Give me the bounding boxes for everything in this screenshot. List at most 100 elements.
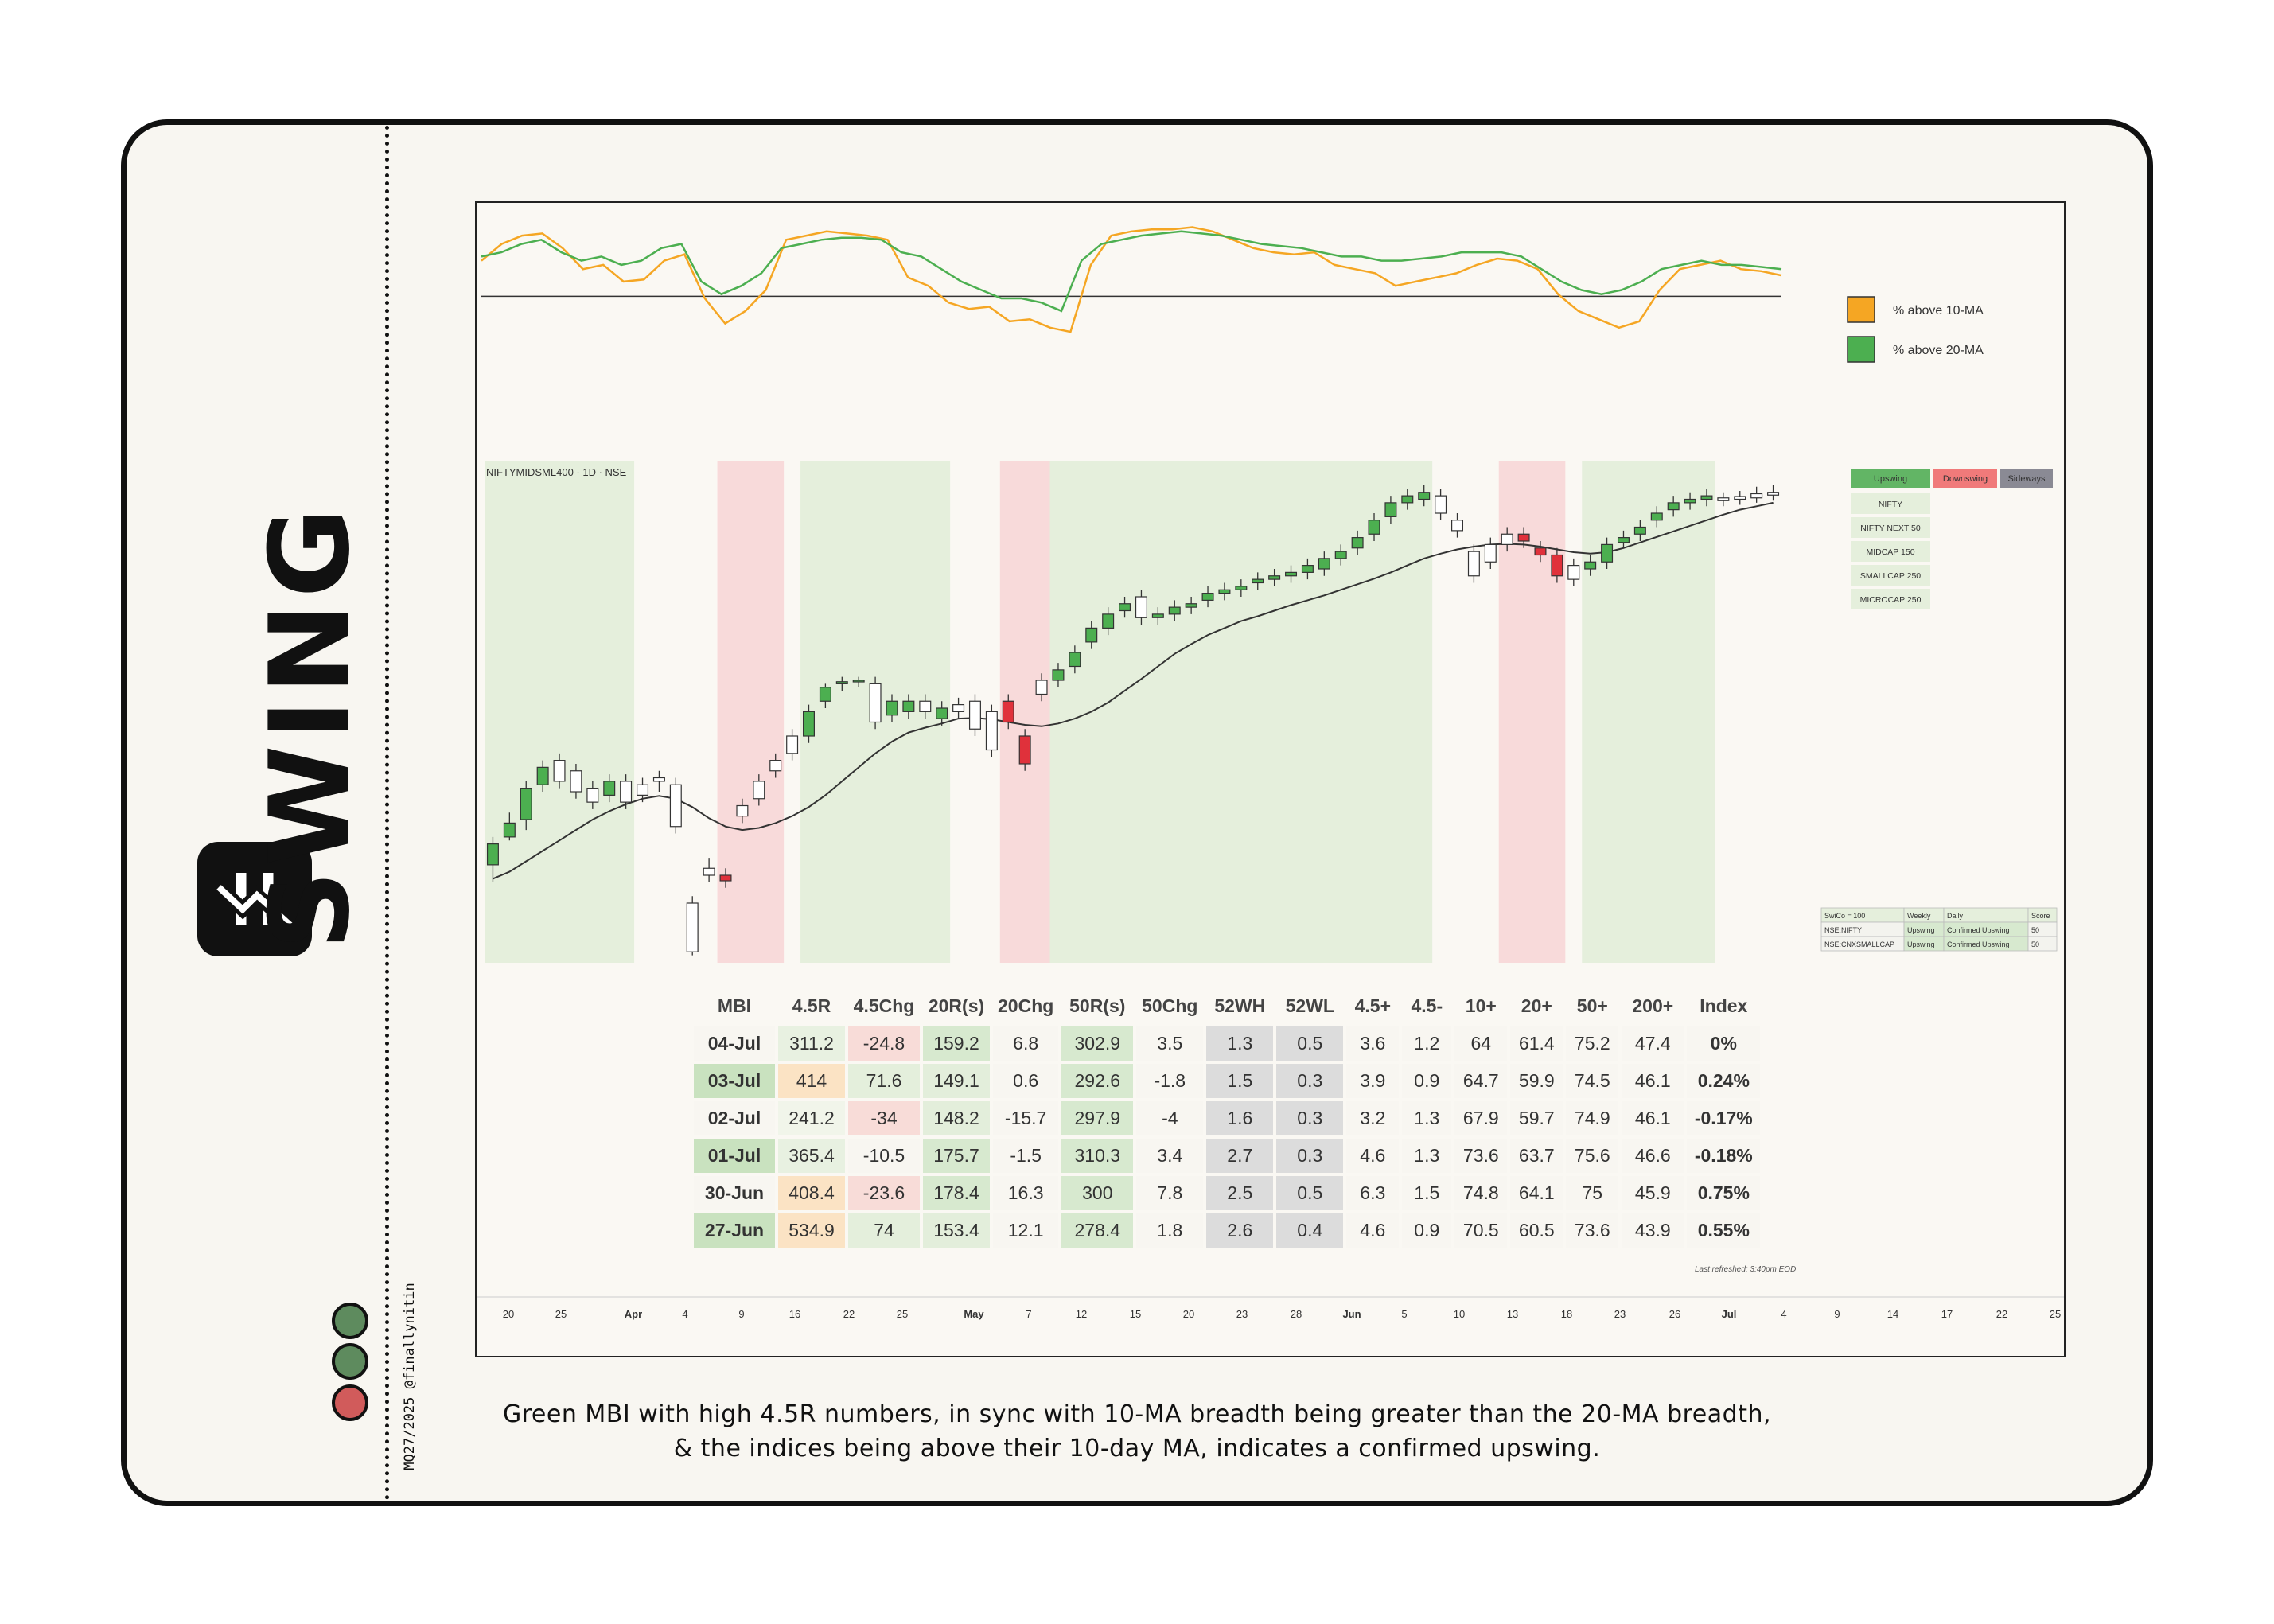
mbi-cell: 278.4 [1061, 1213, 1134, 1248]
mbi-cell: 300 [1061, 1176, 1134, 1210]
breadth-series-line [481, 226, 1782, 333]
candle-body [1650, 512, 1663, 521]
score-cell-text: Score [2031, 912, 2050, 920]
mbi-cell: 2.6 [1206, 1213, 1274, 1248]
x-tick-label: 9 [1834, 1308, 1840, 1320]
candle-body [1717, 497, 1730, 501]
mbi-cell: 414 [778, 1064, 845, 1098]
candle-body [620, 781, 633, 803]
candle-body [1318, 558, 1330, 570]
x-tick-label: Jul [1722, 1308, 1737, 1320]
mbi-header-cell: Index [1700, 995, 1748, 1016]
candle-body [936, 707, 948, 719]
candle-body [536, 766, 549, 785]
candle [1650, 506, 1663, 528]
x-tick-label: 25 [555, 1308, 567, 1320]
mbi-cell: -24.8 [848, 1026, 920, 1061]
mbi-cell: 60.5 [1510, 1213, 1563, 1248]
ma10-line [493, 501, 1774, 880]
caption-line-2: & the indices being above their 10-day M… [673, 1435, 1601, 1462]
mbi-cell: 2.7 [1206, 1139, 1274, 1173]
trend-band-upswing [485, 461, 635, 963]
mbi-cell: 4.6 [1346, 1213, 1400, 1248]
candle [1418, 485, 1431, 507]
candle-body [1418, 492, 1431, 500]
candle [520, 781, 532, 831]
candle [1734, 491, 1746, 505]
mbi-header-cell: 10+ [1465, 995, 1497, 1016]
mbi-cell: 0.75% [1687, 1176, 1761, 1210]
legend-label: % above 20-MA [1893, 344, 1984, 357]
state-badge-upswing [1851, 469, 1930, 488]
mbi-cell: 0.6 [993, 1064, 1059, 1098]
candle-body [703, 867, 715, 876]
mbi-cell: 534.9 [778, 1213, 845, 1248]
mbi-cell: 3.5 [1136, 1026, 1204, 1061]
candle [1501, 527, 1513, 552]
mbi-header-cell: 4.5- [1411, 995, 1443, 1016]
index-badge [1851, 493, 1930, 514]
x-tick-label: 23 [1614, 1308, 1626, 1320]
mbi-cell: 64.1 [1510, 1176, 1563, 1210]
trend-band-upswing [1582, 461, 1715, 963]
mbi-cell: 0.3 [1276, 1101, 1344, 1135]
mbi-row: 04-Jul 311.2 -24.8 159.2 6.8 302.9 3.5 1.3 0.5 3.… [694, 1026, 1761, 1061]
candle-body [1069, 652, 1081, 668]
mbi-header-cell: 20R(s) [928, 995, 985, 1016]
mbi-cell: 1.5 [1402, 1176, 1452, 1210]
mbi-header-cell: 4.5+ [1354, 995, 1391, 1016]
candle [902, 694, 915, 719]
legend-label: % above 10-MA [1893, 304, 1984, 317]
score-cell-text: 50 [2031, 941, 2039, 948]
index-badge-label: MICROCAP 250 [1860, 595, 1922, 605]
candle [1401, 489, 1414, 510]
mbi-cell: 1.3 [1402, 1101, 1452, 1135]
candle [1285, 565, 1298, 583]
candle [736, 798, 749, 824]
candle-body [1700, 495, 1713, 500]
x-tick-label: Apr [625, 1308, 642, 1320]
mbi-cell: 0.4 [1276, 1213, 1344, 1248]
candle-body [1185, 603, 1197, 608]
mbi-cell: 1.6 [1206, 1101, 1274, 1135]
candle-body [1252, 578, 1264, 584]
candle [819, 683, 831, 708]
caption-line-1: Green MBI with high 4.5R numbers, in syn… [503, 1400, 1771, 1428]
candle [1567, 558, 1580, 586]
mbi-cell: -0.17% [1687, 1101, 1761, 1135]
candle [1052, 663, 1065, 687]
candle-body [669, 784, 682, 828]
x-tick-label: Jun [1342, 1308, 1361, 1320]
candle-body [1301, 565, 1314, 573]
candle-body [753, 781, 765, 800]
mbi-cell: 4.6 [1346, 1139, 1400, 1173]
x-tick-label: 13 [1507, 1308, 1518, 1320]
mbi-row: 30-Jun 408.4 -23.6 178.4 16.3 300 7.8 2.5 0.5 6.3… [694, 1176, 1761, 1210]
candle [620, 774, 633, 809]
candle [1252, 572, 1264, 590]
candle-body [486, 843, 499, 866]
candle-body [1633, 526, 1646, 535]
candle [703, 858, 715, 882]
candle [486, 836, 499, 882]
candle [1368, 513, 1380, 541]
mbi-cell: 0.5 [1276, 1176, 1344, 1210]
candle [985, 704, 998, 757]
mbi-cell: 0.55% [1687, 1213, 1761, 1248]
mbi-cell: 59.7 [1510, 1101, 1563, 1135]
trend-band-downswing [717, 461, 785, 963]
chart-canvas: % above 10-MA % above 20-MA NIFTYMIDSML400… [477, 226, 2064, 1320]
mbi-row: 01-Jul 365.4 -10.5 175.7 -1.5 310.3 3.4 2.7 0.3 4… [694, 1139, 1761, 1173]
candle [886, 694, 898, 722]
score-cell-text: SwiCo = 100 [1824, 912, 1865, 920]
mbi-cell: 311.2 [778, 1026, 845, 1061]
mbi-cell: 74.5 [1566, 1064, 1619, 1098]
candle [719, 868, 732, 888]
candle [1318, 551, 1330, 576]
candle [1584, 555, 1597, 576]
score-table [1820, 907, 2058, 952]
candle-body [603, 781, 616, 796]
candle [769, 753, 782, 778]
mbi-cell: 0.3 [1276, 1064, 1344, 1098]
candle-body [968, 700, 981, 730]
